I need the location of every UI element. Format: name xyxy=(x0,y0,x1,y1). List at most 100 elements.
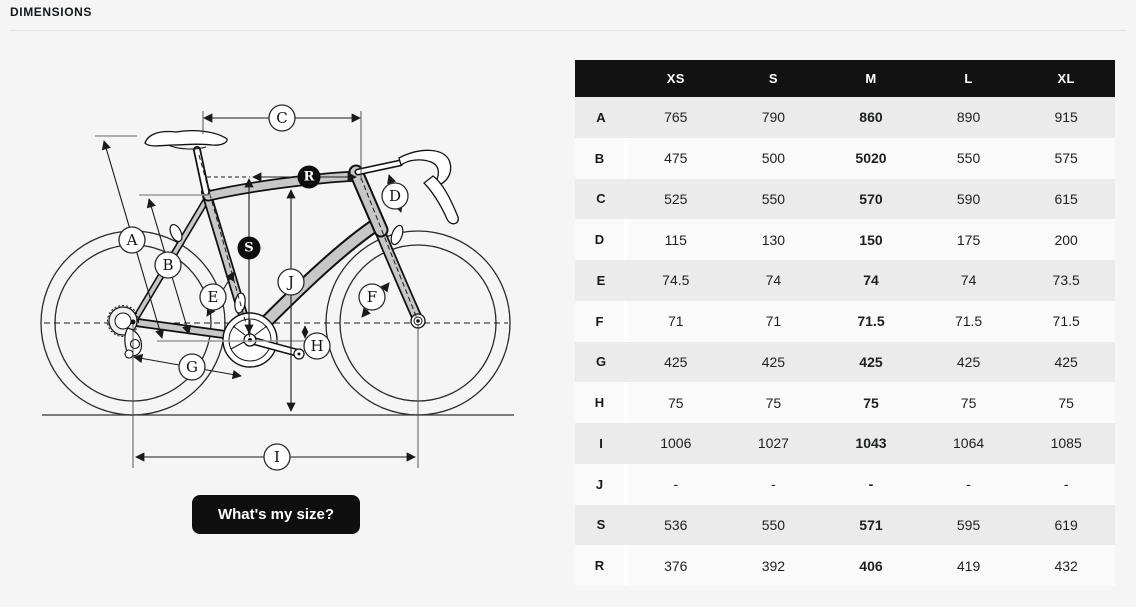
cell: 890 xyxy=(956,109,981,126)
crankset-icon xyxy=(222,312,305,368)
cell: 5020 xyxy=(855,150,887,167)
cell: 406 xyxy=(859,557,883,574)
row-label: E xyxy=(596,272,606,288)
cell: 550 xyxy=(956,150,981,167)
dim-label-h: H xyxy=(303,332,331,360)
cell: - xyxy=(1063,476,1069,493)
cell: 392 xyxy=(761,557,786,574)
cell: 71 xyxy=(668,313,684,330)
size-table: XS S M L XL A 765 790 860 890 915 B 475 … xyxy=(575,60,1115,586)
cell: 915 xyxy=(1054,109,1078,126)
cell: 425 xyxy=(956,353,981,370)
cell: - xyxy=(868,476,874,493)
row-label: A xyxy=(596,109,606,125)
cell: 475 xyxy=(664,150,688,167)
cell: 536 xyxy=(664,516,688,533)
cell: 74 xyxy=(863,272,879,289)
cell: 619 xyxy=(1054,516,1078,533)
extension-lines xyxy=(132,111,419,468)
cell: 75 xyxy=(960,394,977,411)
table-row-f: F 71 71 71.5 71.5 71.5 xyxy=(575,300,1115,342)
cell: 75 xyxy=(1058,394,1074,411)
cell: 71.5 xyxy=(1052,313,1080,330)
table-row-a: A 765 790 860 890 915 xyxy=(575,97,1115,138)
cell: 1043 xyxy=(855,435,887,452)
row-label: S xyxy=(596,517,606,533)
cell: 1085 xyxy=(1050,435,1082,452)
dim-label-i: I xyxy=(263,443,291,471)
svg-text:F: F xyxy=(367,288,377,306)
svg-text:S: S xyxy=(244,241,253,256)
table-row-r: R 376 392 406 419 432 xyxy=(575,545,1115,586)
cell: 550 xyxy=(761,516,786,533)
cell: 860 xyxy=(859,109,883,126)
table-row-b: B 475 500 5020 550 575 xyxy=(575,137,1115,179)
svg-text:E: E xyxy=(208,288,219,306)
cell: - xyxy=(771,476,776,493)
cell: 130 xyxy=(761,231,786,248)
cell: 765 xyxy=(664,109,688,126)
col-header-l: L xyxy=(964,71,973,86)
page-title: DIMENSIONS xyxy=(10,5,93,19)
dim-label-f: F xyxy=(358,283,386,311)
cell: 570 xyxy=(859,190,883,207)
handlebar-icon xyxy=(354,149,459,225)
bike-geometry-diagram: A B C D E F G H I J S R xyxy=(0,90,560,485)
cell: 790 xyxy=(761,109,786,126)
cell: 74 xyxy=(960,272,977,289)
size-table-body: A 765 790 860 890 915 B 475 500 5020 550… xyxy=(575,97,1115,586)
seatpost-icon xyxy=(193,146,210,196)
bike-geometry-svg: A B C D E F G H I J S R xyxy=(40,104,514,471)
cell: 200 xyxy=(1054,231,1078,248)
dim-label-d: D xyxy=(381,182,409,210)
front-brake-icon xyxy=(390,224,404,246)
dim-label-j: J xyxy=(277,268,305,296)
table-row-s: S 536 550 571 595 619 xyxy=(575,504,1115,546)
svg-text:H: H xyxy=(310,337,323,355)
dim-label-e: E xyxy=(199,283,227,311)
row-label: C xyxy=(596,191,606,207)
cell: 432 xyxy=(1054,557,1078,574)
row-label: H xyxy=(575,382,627,423)
cell: 595 xyxy=(956,516,981,533)
row-label: B xyxy=(575,137,627,179)
svg-text:D: D xyxy=(389,187,401,205)
cell: - xyxy=(673,476,679,493)
dim-label-g: G xyxy=(178,353,206,381)
row-label: R xyxy=(575,545,627,586)
row-label: G xyxy=(595,354,607,370)
dim-label-s: S xyxy=(237,236,261,260)
saddle-icon xyxy=(144,130,228,150)
cell: 71 xyxy=(765,313,782,330)
col-header-xl: XL xyxy=(1057,71,1075,86)
dim-label-b: B xyxy=(154,251,182,279)
whats-my-size-button[interactable]: What's my size? xyxy=(192,495,360,534)
dim-label-a: A xyxy=(118,226,146,254)
svg-text:R: R xyxy=(304,170,315,185)
cell: 419 xyxy=(956,557,981,574)
header-corner-cell xyxy=(575,60,627,97)
svg-text:C: C xyxy=(276,109,287,127)
table-row-d: D 115 130 150 175 200 xyxy=(575,219,1115,260)
cell: 550 xyxy=(761,190,786,207)
cell: 74 xyxy=(765,272,782,289)
table-row-h: H 75 75 75 75 75 xyxy=(575,382,1115,423)
row-label: D xyxy=(575,219,627,260)
cell: 571 xyxy=(859,516,883,533)
header-divider xyxy=(10,30,1126,31)
cell: 575 xyxy=(1054,150,1078,167)
row-label: J xyxy=(575,463,627,505)
col-header-m: M xyxy=(865,71,877,86)
cell: 525 xyxy=(664,190,688,207)
cell: 425 xyxy=(664,353,688,370)
table-row-i: I 1006 1027 1043 1064 1085 xyxy=(575,423,1115,464)
table-row-e: E 74.5 74 74 74 73.5 xyxy=(575,260,1115,301)
col-header-xs: XS xyxy=(666,71,685,86)
svg-text:I: I xyxy=(274,448,280,466)
cell: 75 xyxy=(765,394,782,411)
row-label: F xyxy=(575,300,627,342)
cell: 71.5 xyxy=(954,313,983,330)
row-label: I xyxy=(599,435,603,451)
cell: 615 xyxy=(1054,190,1078,207)
cell: 150 xyxy=(859,231,883,248)
